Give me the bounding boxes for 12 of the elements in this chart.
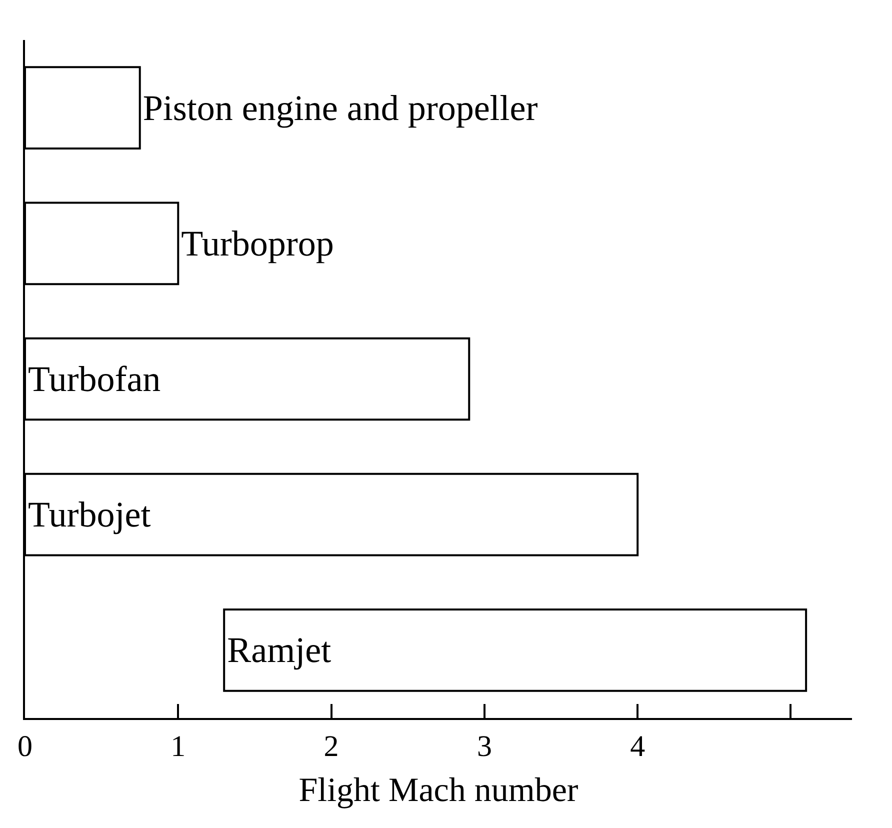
y-tick-label: Turbojet: [28, 494, 151, 535]
y-tick-label: Ramjet: [227, 630, 332, 670]
x-tick-label: 2: [324, 730, 339, 763]
y-tick-label: Turboprop: [181, 223, 334, 264]
x-tick-label: 4: [630, 730, 646, 763]
bar: [223, 608, 808, 692]
x-tick-label: 0: [18, 730, 32, 763]
y-tick-label: Turbofan: [28, 359, 161, 399]
x-tick-label: 3: [476, 730, 492, 763]
x-axis-title: Flight Mach number: [298, 772, 579, 809]
x-tick-label: 1: [170, 730, 186, 763]
y-tick-label: Piston engine and propeller: [142, 88, 538, 128]
